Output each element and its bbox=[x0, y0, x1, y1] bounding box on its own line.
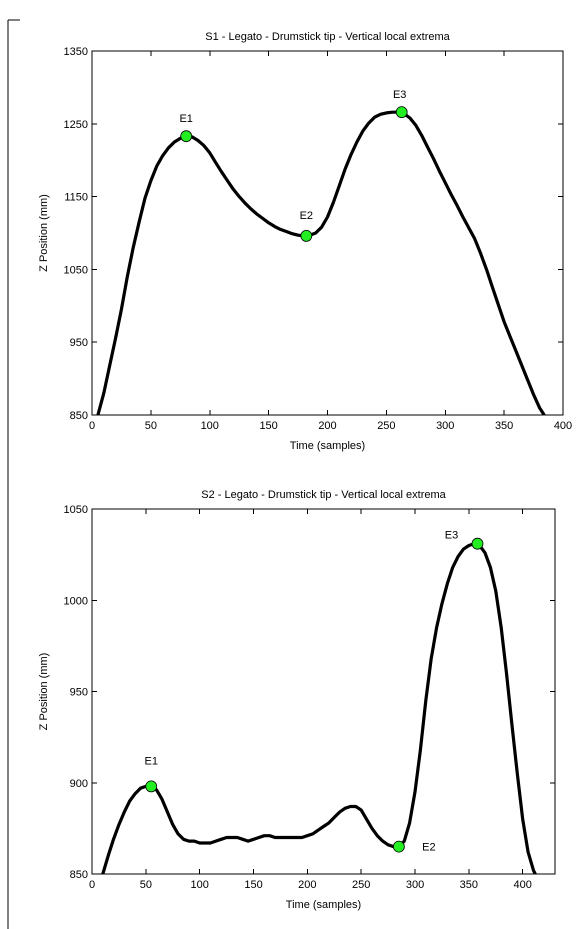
extremum-label: E3 bbox=[445, 530, 458, 542]
x-tick-label: 200 bbox=[318, 420, 336, 432]
x-tick-label: 100 bbox=[201, 420, 219, 432]
figure-border bbox=[7, 19, 20, 929]
extremum-label: E2 bbox=[422, 842, 435, 854]
x-tick-label: 350 bbox=[495, 420, 513, 432]
extremum-label: E3 bbox=[393, 89, 406, 101]
y-tick-label: 1050 bbox=[64, 504, 88, 516]
series-line bbox=[101, 542, 538, 874]
chart-s1: S1 - Legato - Drumstick tip - Vertical l… bbox=[38, 31, 572, 452]
extremum-marker bbox=[300, 230, 313, 242]
x-tick-label: 100 bbox=[190, 879, 208, 891]
plot-area bbox=[91, 50, 564, 416]
extremum-label: E1 bbox=[144, 755, 157, 767]
x-tick-label: 250 bbox=[352, 879, 370, 891]
extremum-label: E2 bbox=[300, 210, 313, 222]
x-tick-label: 350 bbox=[460, 879, 478, 891]
y-axis-label: Z Position (mm) bbox=[38, 653, 50, 731]
x-tick-label: 400 bbox=[554, 420, 572, 432]
x-tick-label: 300 bbox=[406, 879, 424, 891]
extremum-label: E1 bbox=[179, 113, 192, 125]
x-tick-label: 400 bbox=[514, 879, 532, 891]
x-axis-label: Time (samples) bbox=[286, 899, 361, 911]
y-tick-label: 1250 bbox=[64, 119, 88, 131]
plot-area bbox=[91, 508, 556, 875]
y-tick-label: 900 bbox=[70, 778, 88, 790]
y-tick-label: 1150 bbox=[64, 192, 88, 204]
x-tick-label: 300 bbox=[436, 420, 454, 432]
extremum-marker bbox=[471, 537, 484, 550]
x-tick-label: 50 bbox=[145, 420, 157, 432]
y-tick-label: 1350 bbox=[64, 46, 88, 58]
x-tick-label: 0 bbox=[89, 879, 95, 891]
chart-s2: S2 - Legato - Drumstick tip - Vertical l… bbox=[38, 489, 556, 911]
y-tick-label: 1000 bbox=[64, 595, 88, 607]
extremum-marker bbox=[392, 840, 405, 853]
x-tick-label: 250 bbox=[377, 420, 395, 432]
x-tick-label: 200 bbox=[298, 879, 316, 891]
extremum-marker bbox=[145, 780, 158, 793]
y-tick-label: 950 bbox=[70, 337, 88, 349]
x-tick-label: 150 bbox=[259, 420, 277, 432]
y-axis-label: Z Position (mm) bbox=[38, 194, 50, 272]
x-tick-label: 50 bbox=[140, 879, 152, 891]
x-axis-label: Time (samples) bbox=[290, 440, 365, 452]
series-line bbox=[96, 110, 546, 415]
y-tick-label: 1050 bbox=[64, 264, 88, 276]
chart-title: S2 - Legato - Drumstick tip - Vertical l… bbox=[201, 489, 446, 501]
extremum-marker bbox=[395, 106, 408, 119]
y-tick-label: 950 bbox=[70, 687, 88, 699]
x-tick-label: 0 bbox=[89, 420, 95, 432]
y-tick-label: 850 bbox=[70, 869, 88, 881]
y-tick-label: 850 bbox=[70, 410, 88, 422]
chart-title: S1 - Legato - Drumstick tip - Vertical l… bbox=[205, 31, 450, 43]
extremum-marker bbox=[180, 130, 193, 143]
x-tick-label: 150 bbox=[244, 879, 262, 891]
